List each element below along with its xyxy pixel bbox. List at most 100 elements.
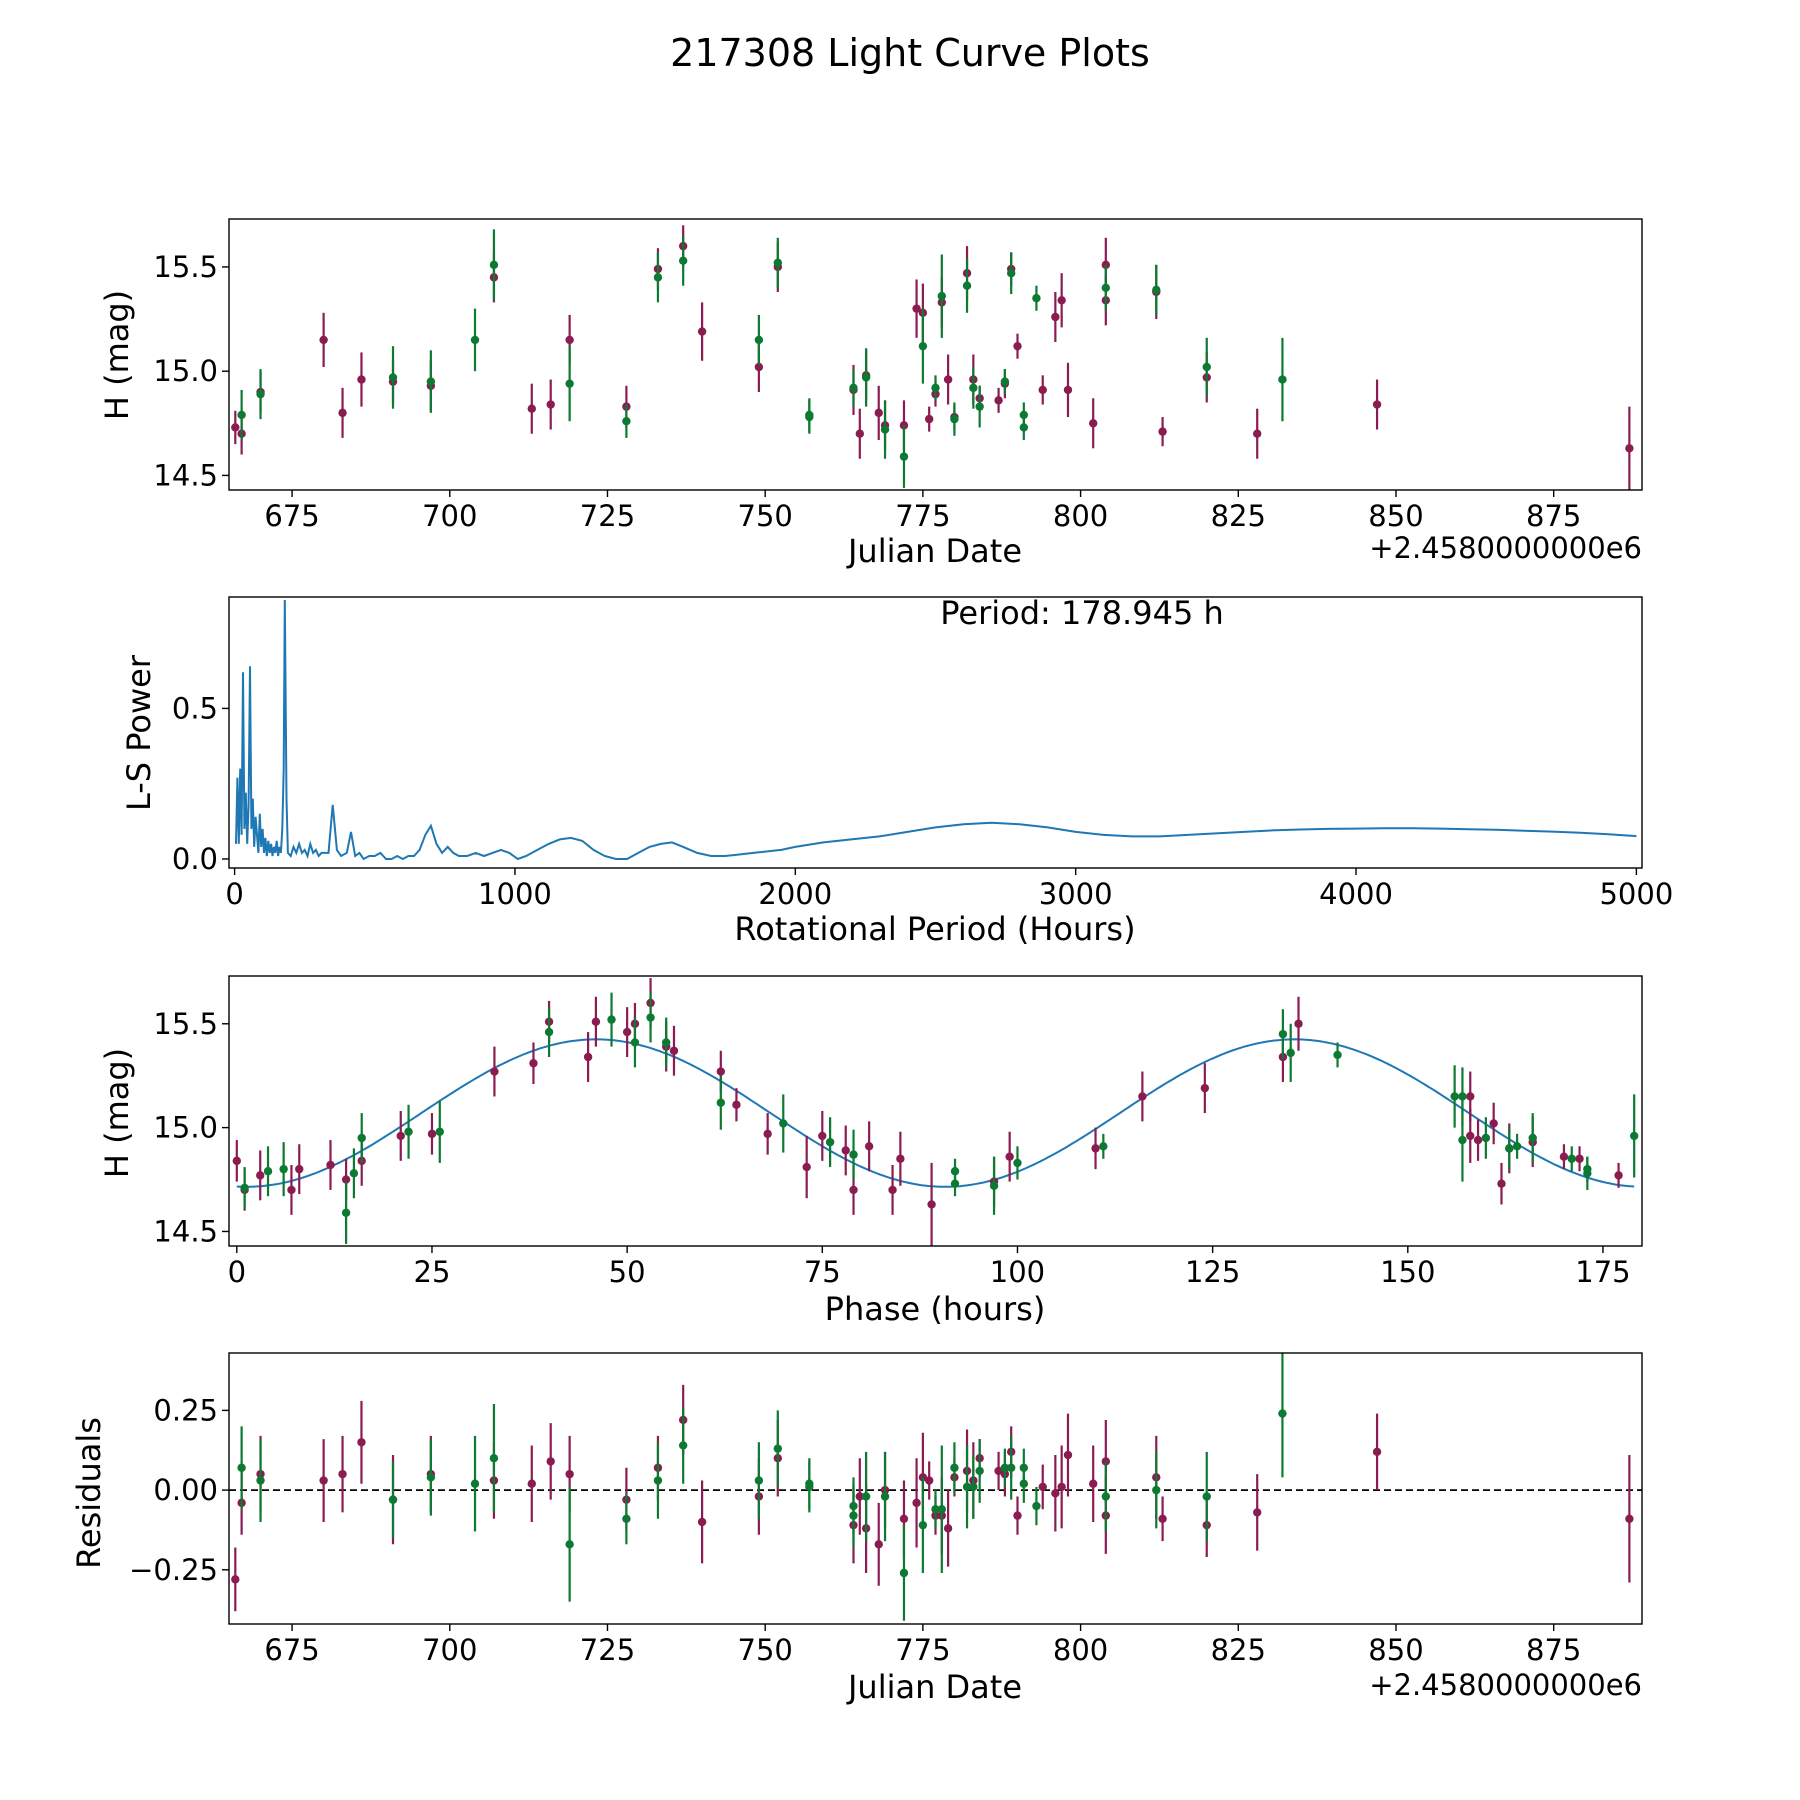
data-point-r: [1057, 1482, 1066, 1492]
x-tick-label: 775: [895, 1633, 950, 1667]
data-point-r: [1497, 1179, 1506, 1188]
data-point-g: [565, 1540, 574, 1549]
data-point-r: [1013, 1511, 1022, 1520]
data-point-g: [931, 383, 940, 393]
data-point-g: [470, 1479, 480, 1488]
data-point-g: [962, 281, 972, 290]
data-point-r: [1158, 427, 1167, 436]
data-point-r: [1473, 1135, 1483, 1145]
data-point-g: [544, 1027, 554, 1037]
data-point-g: [1528, 1133, 1537, 1143]
data-point-r: [1089, 1479, 1098, 1488]
y-tick-label: 14.5: [153, 1214, 218, 1248]
x-tick-label: 175: [1575, 1255, 1630, 1289]
data-point-g: [1006, 269, 1016, 278]
data-point-g: [622, 417, 631, 426]
data-point-g: [426, 377, 436, 386]
phased-series-g: [240, 992, 1639, 1244]
periodogram-axes-frame: [228, 596, 1643, 869]
data-point-g: [630, 1038, 640, 1047]
data-point-r: [319, 1476, 328, 1485]
data-point-g: [1450, 1092, 1459, 1101]
data-point-r: [1101, 260, 1111, 270]
y-tick-label: 15.0: [153, 354, 218, 388]
data-point-r: [841, 1146, 850, 1155]
data-point-r: [319, 335, 328, 345]
data-point-g: [880, 425, 890, 434]
x-tick-label: 1000: [478, 877, 552, 911]
data-point-r: [1089, 419, 1098, 428]
data-point-g: [805, 412, 814, 422]
data-point-r: [888, 1185, 897, 1195]
data-point-g: [899, 452, 909, 461]
data-point-r: [591, 1017, 601, 1026]
lightcurve-series-r: [231, 225, 1634, 490]
data-point-r: [943, 1524, 953, 1533]
x-tick-label: 100: [990, 1255, 1045, 1289]
data-point-g: [1481, 1133, 1491, 1143]
periodogram-panel: Rotational Period (Hours) L-S Power Peri…: [120, 594, 1673, 948]
data-point-r: [527, 1479, 536, 1488]
data-point-r: [697, 327, 707, 336]
x-tick-label: 0: [228, 1255, 246, 1289]
x-tick-label: 750: [738, 1633, 793, 1667]
data-point-g: [1333, 1050, 1342, 1060]
data-point-g: [1278, 375, 1287, 384]
data-point-g: [975, 1466, 984, 1476]
data-point-r: [927, 1200, 936, 1209]
data-point-g: [937, 291, 947, 301]
data-point-r: [1057, 296, 1066, 305]
period-annotation: Period: 178.945 h: [940, 594, 1224, 632]
x-tick-label: 25: [414, 1255, 451, 1289]
data-point-g: [962, 1482, 972, 1492]
data-point-g: [279, 1164, 288, 1174]
x-tick-label: 750: [738, 499, 793, 533]
data-point-g: [1567, 1154, 1576, 1163]
x-tick-label: 125: [1185, 1255, 1240, 1289]
data-point-g: [341, 1208, 351, 1217]
data-point-r: [994, 396, 1003, 405]
data-point-g: [754, 1476, 764, 1485]
data-point-r: [546, 400, 555, 409]
y-tick-label: 15.5: [153, 1007, 218, 1041]
data-point-r: [1575, 1154, 1584, 1163]
data-point-g: [754, 335, 764, 345]
data-point-r: [802, 1162, 811, 1172]
x-tick-label: 4000: [1319, 877, 1393, 911]
data-point-g: [931, 1505, 940, 1514]
data-point-g: [937, 1505, 947, 1514]
data-point-r: [874, 1540, 883, 1549]
data-point-r: [874, 408, 883, 418]
lightcurve-xlabel: Julian Date: [846, 532, 1022, 570]
data-point-g: [240, 1183, 249, 1193]
data-point-g: [653, 1476, 663, 1485]
data-point-g: [1152, 285, 1161, 295]
data-point-r: [622, 1027, 632, 1037]
data-point-g: [899, 1568, 909, 1578]
power-series-line: [235, 599, 1637, 861]
data-point-r: [855, 429, 865, 438]
data-point-g: [1505, 1144, 1514, 1153]
data-point-r: [1625, 1514, 1634, 1523]
data-point-r: [1051, 312, 1060, 322]
y-tick-label: 0.25: [153, 1393, 218, 1427]
data-point-g: [773, 258, 782, 267]
lightcurve-panel: Julian Date H (mag) +2.4580000000e6 675 7…: [98, 218, 1643, 570]
data-point-r: [338, 408, 347, 418]
data-point-g: [1099, 1142, 1108, 1151]
data-point-g: [489, 260, 499, 270]
data-point-g: [1000, 377, 1010, 386]
data-point-r: [256, 1171, 265, 1180]
data-point-g: [1032, 294, 1041, 303]
x-tick-label: 700: [422, 1633, 477, 1667]
y-tick-label: 14.5: [153, 458, 218, 492]
x-tick-label: 675: [264, 499, 319, 533]
data-point-g: [607, 1015, 616, 1024]
data-point-r: [1200, 1083, 1210, 1093]
data-point-g: [950, 1463, 959, 1472]
data-point-r: [1038, 385, 1047, 395]
data-point-r: [864, 1142, 874, 1151]
data-point-r: [1625, 444, 1634, 453]
data-point-g: [357, 1133, 366, 1143]
